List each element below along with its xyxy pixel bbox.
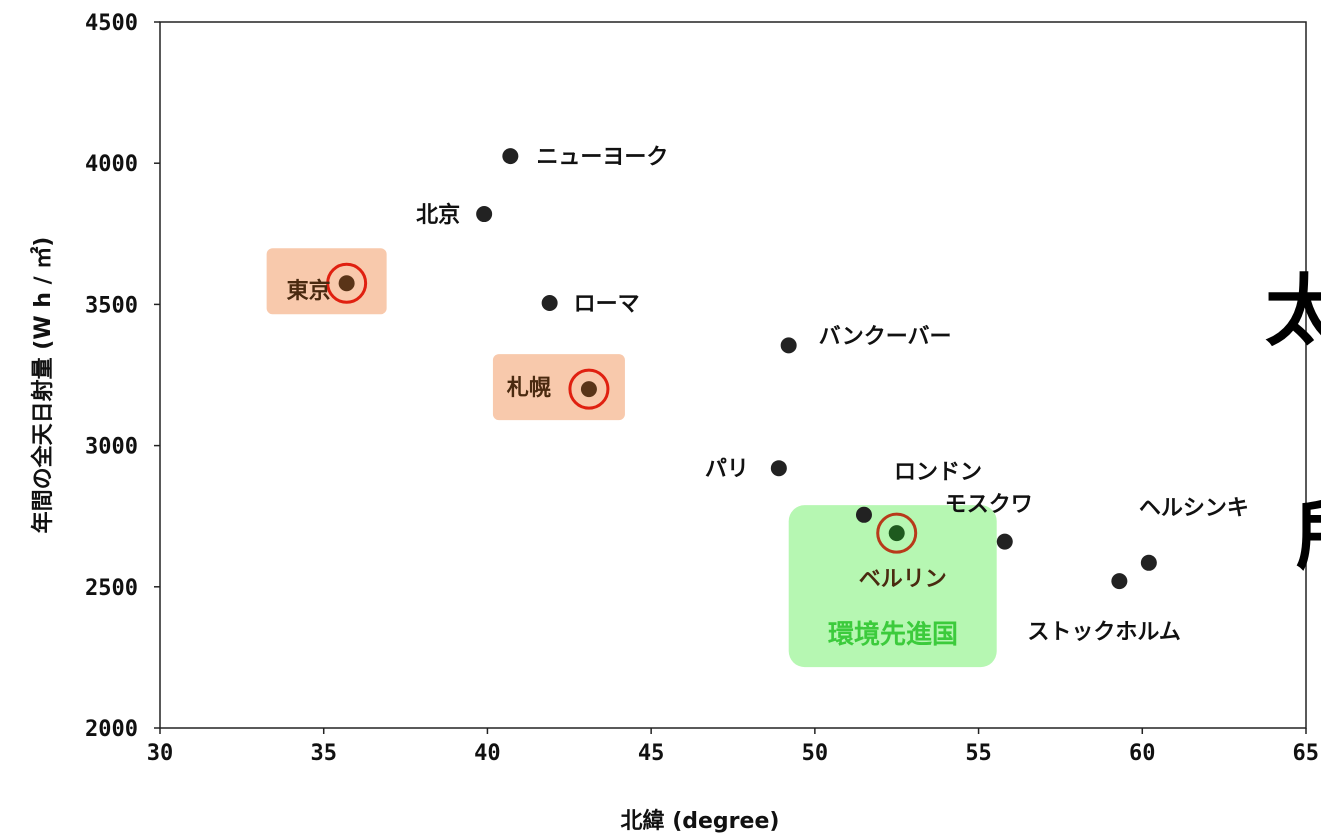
point-label: 東京 xyxy=(287,278,331,304)
data-point xyxy=(996,533,1013,550)
data-points xyxy=(326,148,1157,590)
y-tick-label: 4000 xyxy=(85,152,138,177)
y-tick-label: 3000 xyxy=(85,435,138,460)
x-tick-label: 30 xyxy=(147,741,174,766)
x-tick-label: 65 xyxy=(1293,741,1320,766)
data-point xyxy=(1111,573,1128,590)
data-point xyxy=(502,148,519,165)
data-point xyxy=(855,506,872,523)
y-tick-labels: 2000 2500 3000 3500 4000 4500 xyxy=(85,11,160,742)
x-axis-title: 北緯 (degree) xyxy=(621,808,780,834)
x-tick-label: 45 xyxy=(638,741,665,766)
y-tick-label: 4500 xyxy=(85,11,138,36)
point-label: ストックホルム xyxy=(1027,620,1181,645)
data-point xyxy=(338,275,355,292)
point-label: パリ xyxy=(705,457,749,482)
x-tick-labels: 30 35 40 45 50 55 60 65 xyxy=(147,728,1319,766)
data-point xyxy=(780,337,797,354)
eco-banner-label: 環境先進国 xyxy=(828,619,958,650)
point-label: 北京 xyxy=(416,202,460,228)
point-label: ニューヨーク xyxy=(536,145,668,170)
data-point xyxy=(541,294,558,311)
data-point xyxy=(1140,554,1157,571)
x-tick-label: 40 xyxy=(474,741,501,766)
y-tick-label: 2000 xyxy=(85,717,138,742)
highlight-ring xyxy=(568,368,610,410)
data-point xyxy=(888,525,905,542)
y-tick-label: 2500 xyxy=(85,576,138,601)
point-label: ロンドン xyxy=(894,460,982,485)
highlight-ring xyxy=(876,512,918,554)
point-label: ベルリン xyxy=(859,567,947,592)
overflow-char-1: 太 xyxy=(1265,267,1321,357)
overflow-char-2: 所 xyxy=(1296,491,1321,581)
point-label: バンクーバー xyxy=(819,324,952,349)
data-point xyxy=(476,206,493,223)
x-tick-label: 35 xyxy=(310,741,337,766)
point-label: 札幌 xyxy=(506,376,551,401)
plot-area xyxy=(159,21,1307,729)
point-label: ヘルシンキ xyxy=(1139,496,1249,521)
x-tick-label: 50 xyxy=(802,741,829,766)
x-tick-label: 60 xyxy=(1129,741,1156,766)
y-axis-title: 年間の全天日射量 (W h / ㎡) xyxy=(30,237,56,534)
data-point xyxy=(580,381,597,398)
highlight-ring xyxy=(326,262,368,304)
point-label: モスクワ xyxy=(945,493,1033,518)
x-tick-label: 55 xyxy=(965,741,992,766)
y-tick-label: 3500 xyxy=(85,293,138,318)
eco-highlight-box xyxy=(788,505,997,668)
data-point xyxy=(770,460,787,477)
point-label: ローマ xyxy=(574,292,640,317)
